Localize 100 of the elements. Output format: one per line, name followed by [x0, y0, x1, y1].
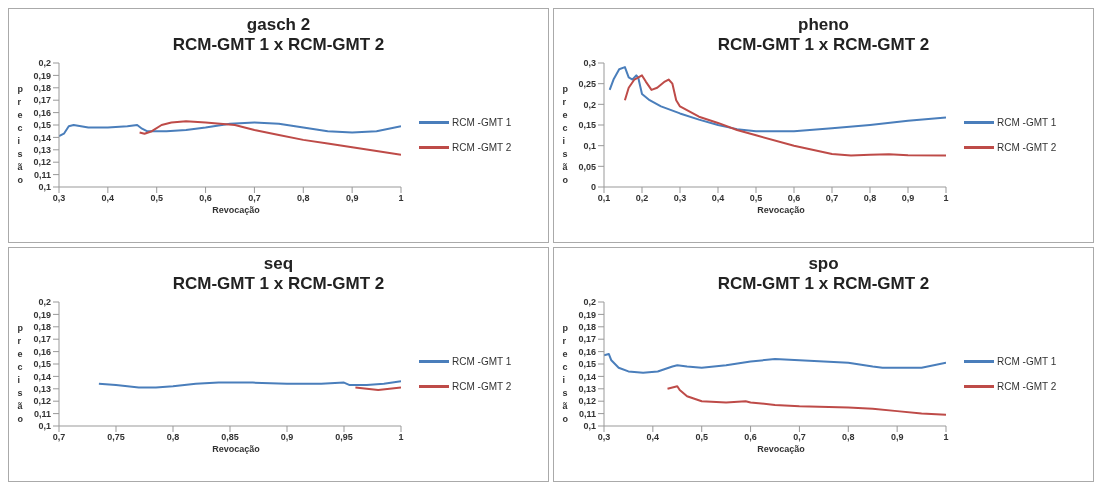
- x-tick-label: 0,8: [166, 432, 180, 443]
- legend-label: RCM -GMT 1: [452, 117, 512, 128]
- x-tick-label: 0,5: [150, 193, 163, 204]
- y-axis-title: precisão: [562, 322, 568, 426]
- y-tick-label: 0,16: [33, 107, 51, 118]
- legend-label: RCM -GMT 2: [452, 381, 512, 392]
- y-tick-label: 0,14: [33, 132, 51, 143]
- legend-label: RCM -GMT 2: [452, 142, 512, 153]
- x-axis-title: Revocação: [756, 444, 806, 454]
- x-tick-label: 0,4: [711, 193, 725, 204]
- y-tick-label: 0,1: [583, 421, 596, 432]
- x-tick-label: 0,8: [842, 432, 855, 443]
- x-tick-label: 0,6: [744, 432, 757, 443]
- chart-title: spo RCM-GMT 1 x RCM-GMT 2: [716, 254, 931, 294]
- y-axis-title: precisão: [17, 83, 23, 187]
- x-tick-label: 0,1: [597, 193, 611, 204]
- legend-label: RCM -GMT 1: [452, 356, 512, 367]
- y-tick-label: 0,19: [578, 309, 596, 320]
- x-tick-label: 0,9: [345, 193, 359, 204]
- y-tick-label: 0,11: [33, 408, 51, 419]
- line-series: [623, 74, 946, 157]
- chart-title: pheno RCM-GMT 1 x RCM-GMT 2: [716, 15, 931, 55]
- y-tick-label: 0,15: [578, 359, 596, 370]
- x-axis-title: Revocação: [756, 205, 806, 215]
- x-tick-label: 0,7: [52, 432, 66, 443]
- y-tick-label: 0: [590, 182, 596, 193]
- y-tick-label: 0,15: [33, 120, 51, 131]
- y-tick-label: 0,25: [578, 78, 596, 89]
- x-tick-label: 1: [943, 432, 949, 443]
- y-tick-label: 0,13: [33, 383, 51, 394]
- x-tick-label: 0,85: [221, 432, 239, 443]
- line-series: [97, 380, 401, 389]
- line-series: [138, 120, 401, 156]
- y-tick-label: 0,18: [33, 321, 51, 332]
- y-tick-label: 0,18: [33, 82, 51, 93]
- y-axis-title: precisão: [562, 83, 568, 187]
- x-tick-label: 0,4: [646, 432, 660, 443]
- y-tick-label: 0,2: [583, 297, 596, 308]
- y-tick-label: 0,11: [578, 408, 596, 419]
- y-tick-label: 0,12: [578, 396, 596, 407]
- y-tick-label: 0,3: [583, 58, 596, 69]
- legend-label: RCM -GMT 2: [997, 142, 1057, 153]
- y-tick-label: 0,16: [578, 346, 596, 357]
- y-tick-label: 0,11: [33, 169, 51, 180]
- x-tick-label: 1: [398, 193, 404, 204]
- y-tick-label: 0,13: [33, 144, 51, 155]
- x-tick-label: 0,7: [793, 432, 806, 443]
- y-tick-label: 0,19: [33, 70, 51, 81]
- x-tick-label: 0,3: [597, 432, 611, 443]
- x-axis-title: Revocação: [211, 205, 261, 215]
- y-tick-label: 0,19: [33, 309, 51, 320]
- x-tick-label: 0,6: [199, 193, 212, 204]
- y-tick-label: 0,17: [33, 334, 51, 345]
- y-tick-label: 0,05: [578, 161, 596, 172]
- legend-label: RCM -GMT 1: [997, 356, 1057, 367]
- x-tick-label: 0,75: [107, 432, 125, 443]
- line-series: [604, 353, 946, 374]
- x-tick-label: 0,5: [695, 432, 708, 443]
- x-tick-label: 0,6: [787, 193, 801, 204]
- y-tick-label: 0,13: [578, 383, 596, 394]
- legend-label: RCM -GMT 2: [997, 381, 1057, 392]
- x-tick-label: 0,7: [825, 193, 839, 204]
- y-axis-title: precisão: [17, 322, 23, 426]
- y-tick-label: 0,2: [38, 58, 51, 69]
- y-tick-label: 0,18: [578, 321, 596, 332]
- y-tick-label: 0,14: [578, 371, 596, 382]
- x-tick-label: 0,5: [749, 193, 763, 204]
- y-tick-label: 0,1: [583, 140, 596, 151]
- x-tick-label: 0,3: [52, 193, 66, 204]
- y-tick-label: 0,12: [33, 157, 51, 168]
- y-tick-label: 0,17: [33, 95, 51, 106]
- x-tick-label: 0,8: [863, 193, 877, 204]
- y-tick-label: 0,14: [33, 371, 51, 382]
- x-tick-label: 0,9: [901, 193, 915, 204]
- legend-label: RCM -GMT 1: [997, 117, 1057, 128]
- y-tick-label: 0,2: [38, 297, 51, 308]
- line-series: [608, 66, 946, 133]
- x-axis-title: Revocação: [211, 444, 261, 454]
- y-tick-label: 0,1: [38, 421, 51, 432]
- x-tick-label: 0,7: [248, 193, 261, 204]
- x-tick-label: 0,8: [297, 193, 310, 204]
- x-tick-label: 0,3: [673, 193, 687, 204]
- y-tick-label: 0,15: [33, 359, 51, 370]
- x-tick-label: 0,9: [890, 432, 904, 443]
- x-tick-label: 0,9: [280, 432, 294, 443]
- y-tick-label: 0,2: [583, 99, 596, 110]
- y-tick-label: 0,16: [33, 346, 51, 357]
- x-tick-label: 0,2: [635, 193, 649, 204]
- y-tick-label: 0,15: [578, 120, 596, 131]
- y-tick-label: 0,1: [38, 182, 51, 193]
- x-tick-label: 0,4: [101, 193, 115, 204]
- x-tick-label: 1: [943, 193, 949, 204]
- chart-title: seq RCM-GMT 1 x RCM-GMT 2: [171, 254, 386, 294]
- line-series: [666, 385, 946, 416]
- x-tick-label: 0,95: [335, 432, 353, 443]
- line-series: [59, 121, 401, 138]
- chart-title: gasch 2 RCM-GMT 1 x RCM-GMT 2: [171, 15, 386, 55]
- y-tick-label: 0,17: [578, 334, 596, 345]
- y-tick-label: 0,12: [33, 396, 51, 407]
- x-tick-label: 1: [398, 432, 404, 443]
